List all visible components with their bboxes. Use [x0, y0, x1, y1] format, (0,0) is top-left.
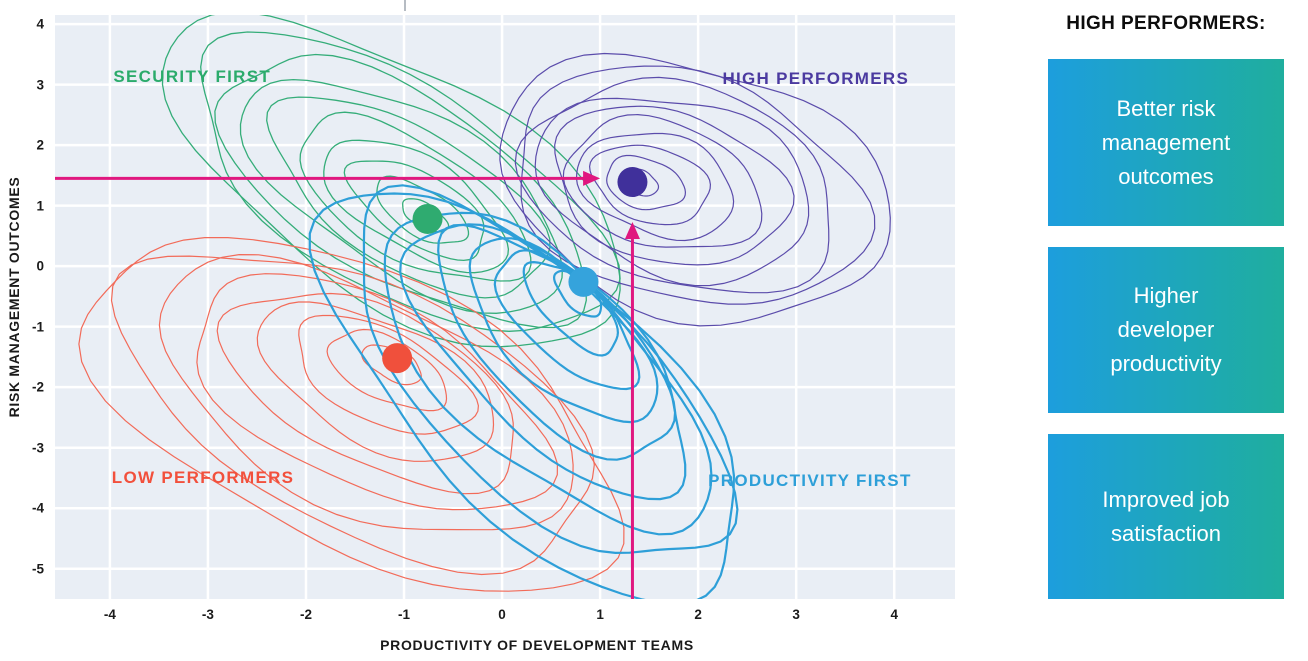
cluster-label-security-first: SECURITY FIRST [113, 67, 272, 87]
contour-chart [55, 15, 955, 599]
benefit-card-text: Improved job satisfaction [1102, 486, 1230, 546]
contour-low-performers [78, 237, 625, 592]
contour-low-performers [326, 328, 448, 412]
x-tick-label: -4 [103, 607, 116, 622]
contour-productivity-first [468, 237, 659, 424]
contour-productivity-first [493, 249, 641, 391]
x-tick-label: 3 [792, 607, 800, 622]
y-tick-label: -3 [31, 440, 44, 456]
data-point-security-first [412, 203, 443, 234]
x-tick-label: 2 [694, 607, 702, 622]
plot-area: SECURITY FIRST HIGH PERFORMERS LOW PERFO… [55, 15, 955, 599]
x-tick-label: -2 [299, 607, 312, 622]
benefit-card-text: Higher developer productivity [1110, 283, 1222, 376]
contour-high-performers [554, 105, 795, 266]
contour-high-performers [575, 132, 735, 242]
vertical-arrow-head [624, 221, 640, 239]
contour-low-performers [298, 314, 480, 435]
x-tick-label: 1 [596, 607, 604, 622]
y-tick-label: 1 [36, 198, 44, 214]
contour-security-first [200, 31, 621, 332]
y-tick-label: 3 [36, 77, 44, 93]
contour-low-performers [196, 273, 559, 511]
y-tick-label: 2 [36, 137, 44, 153]
x-axis-title: PRODUCTIVITY OF DEVELOPMENT TEAMS [380, 637, 694, 653]
contour-high-performers [514, 76, 830, 294]
benefit-card-text: Better risk management outcomes [1101, 95, 1231, 189]
data-point-low-performers [382, 343, 413, 374]
contour-security-first [343, 160, 485, 262]
contour-low-performers [216, 292, 514, 495]
contour-low-performers [158, 253, 574, 531]
data-point-high-performers [617, 167, 648, 198]
y-tick-label: 0 [36, 258, 44, 274]
contour-security-first [323, 139, 510, 274]
contour-high-performers [606, 154, 687, 211]
contour-security-first [376, 175, 470, 244]
contour-low-performers [256, 301, 495, 462]
contour-productivity-first [362, 184, 739, 555]
contour-security-first [299, 111, 532, 282]
cluster-label-high-performers: HIGH PERFORMERS [722, 68, 910, 88]
contour-productivity-first [399, 223, 687, 501]
benefit-card-risk-management: Better risk management outcomes [1048, 59, 1284, 226]
horizontal-arrow-head [583, 170, 601, 186]
x-tick-label: 4 [890, 607, 898, 622]
y-tick-label: -5 [31, 561, 44, 577]
contour-low-performers [110, 255, 595, 576]
contour-high-performers [534, 97, 810, 287]
contour-productivity-first [522, 260, 620, 357]
benefit-card-job-satisfaction: Improved job satisfaction [1048, 434, 1284, 599]
x-tick-label: -3 [201, 607, 214, 622]
sidebar-heading: HIGH PERFORMERS: [1066, 13, 1266, 34]
contour-productivity-first [308, 192, 736, 599]
contour-productivity-first [552, 269, 603, 318]
benefit-card-developer-productivity: Higher developer productivity [1048, 247, 1284, 413]
contour-high-performers [520, 65, 876, 305]
cluster-label-productivity-first: PRODUCTIVITY FIRST [708, 470, 912, 490]
contour-security-first [266, 96, 551, 299]
contour-security-first [161, 15, 621, 348]
y-tick-label: 4 [36, 16, 44, 32]
contour-high-performers [499, 52, 891, 327]
contour-high-performers [562, 113, 763, 248]
stray-tick-mark [404, 0, 406, 11]
y-tick-label: -4 [31, 500, 44, 516]
cluster-label-low-performers: LOW PERFORMERS [111, 467, 295, 487]
contour-low-performers [361, 344, 422, 386]
contour-productivity-first [437, 223, 677, 461]
y-tick-label: -1 [31, 319, 44, 335]
contour-high-performers [588, 144, 712, 226]
y-tick-label: -2 [31, 379, 44, 395]
x-tick-label: -1 [398, 607, 411, 622]
data-point-productivity-first [568, 266, 599, 297]
contour-security-first [214, 53, 587, 329]
x-tick-label: 0 [498, 607, 506, 622]
